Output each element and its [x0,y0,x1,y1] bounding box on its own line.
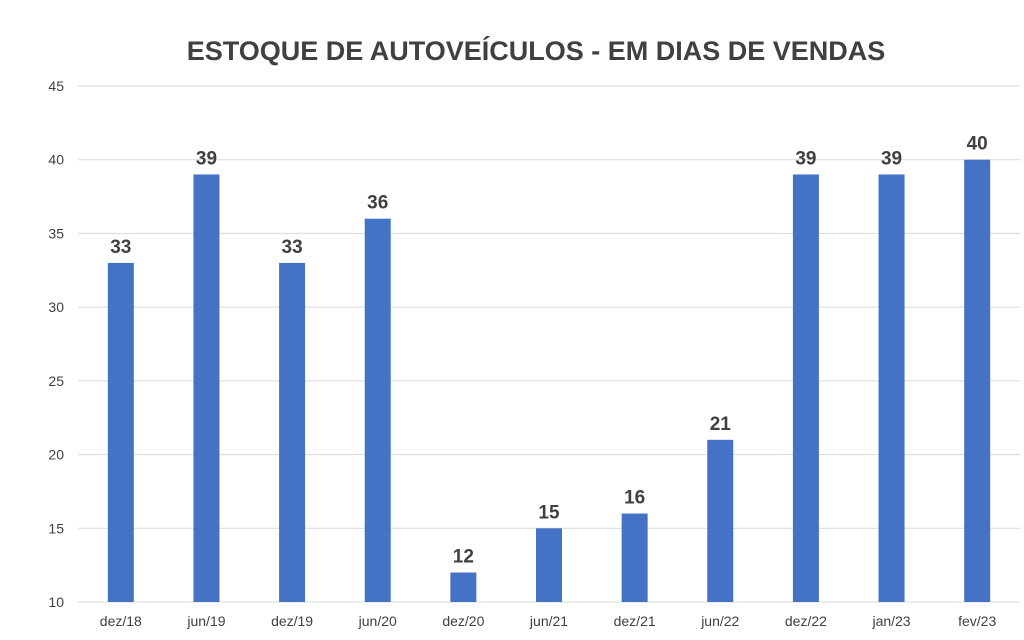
data-label: 33 [282,237,303,258]
x-tick-label: jan/23 [871,613,910,629]
x-tick-label: jun/19 [186,613,225,629]
y-tick-label: 35 [48,225,64,241]
bar [279,262,306,602]
bar [707,439,734,602]
bar [193,174,220,602]
x-axis-ticks: dez/18 jun/19 dez/19 jun/20 dez/20 jun/21 dez/… [100,613,997,629]
bar [621,513,648,602]
gridlines [78,85,1020,603]
bar [450,572,477,602]
x-tick-label: dez/20 [442,613,484,629]
chart-title: ESTOQUE DE AUTOVEÍCULOS - EM DIAS DE VEN… [187,35,886,66]
y-tick-label: 15 [48,520,64,536]
x-tick-label: fev/23 [958,613,996,629]
x-tick-label: jun/22 [700,613,739,629]
bar [964,159,991,602]
x-tick-label: jun/21 [529,613,568,629]
x-tick-label: dez/22 [785,613,827,629]
x-tick-label: dez/19 [271,613,313,629]
data-label: 21 [710,414,732,435]
data-label: 39 [881,148,902,169]
data-label: 12 [453,547,474,568]
bar [364,218,391,602]
data-label: 39 [795,148,816,169]
x-tick-label: jun/20 [358,613,397,629]
bars [107,159,991,602]
y-tick-label: 30 [48,299,64,315]
x-tick-label: dez/21 [614,613,656,629]
bar [536,528,562,602]
y-tick-label: 45 [48,78,64,94]
data-label: 39 [196,148,217,169]
data-label: 15 [538,502,560,523]
y-axis-ticks: 10 15 20 25 30 35 40 45 [48,78,64,610]
y-tick-label: 25 [48,373,64,389]
y-tick-label: 10 [48,594,64,610]
x-tick-label: dez/18 [100,613,142,629]
data-label: 40 [967,134,988,155]
data-labels: 33 39 33 36 12 15 16 21 39 39 40 [110,134,988,568]
bar [878,174,905,602]
bar [107,262,134,602]
data-label: 33 [110,237,131,258]
data-label: 36 [367,193,388,214]
data-label: 16 [624,488,645,509]
bar [792,174,819,602]
y-tick-label: 40 [48,152,64,168]
y-tick-label: 20 [48,447,64,463]
